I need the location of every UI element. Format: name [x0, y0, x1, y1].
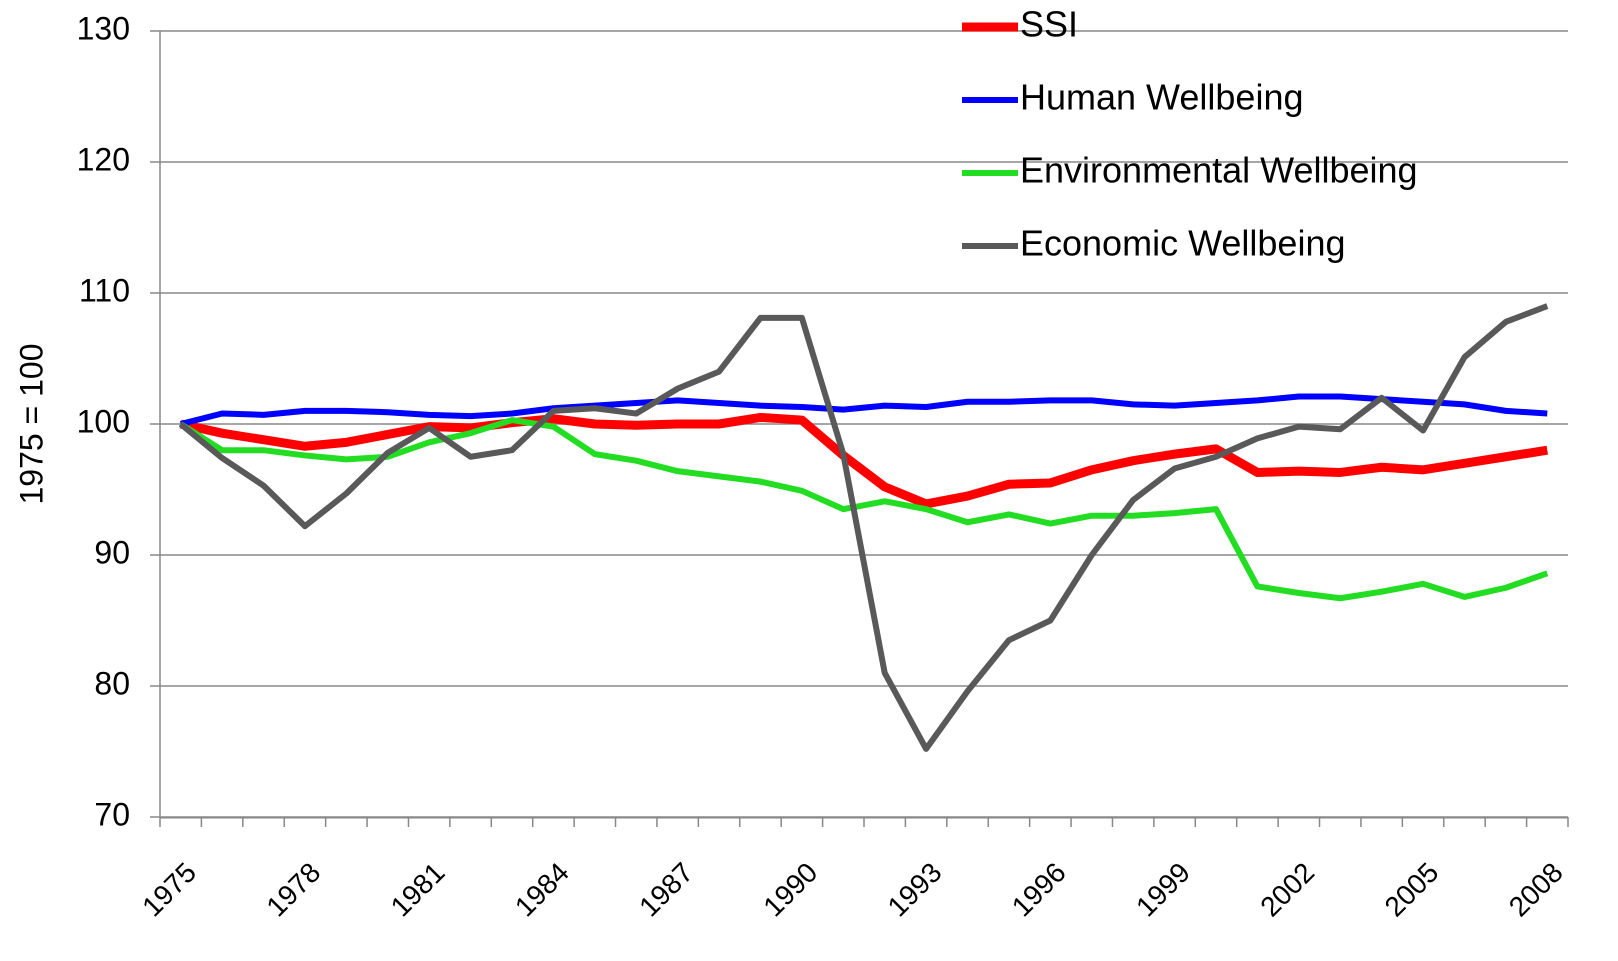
legend-label: SSI: [1020, 4, 1078, 45]
y-axis-label: 1975 = 100: [13, 343, 49, 504]
x-tick-label: 1993: [882, 857, 948, 923]
x-tick-label: 1981: [385, 857, 451, 923]
y-tick-label: 80: [94, 665, 130, 701]
x-axis-cover: [160, 817, 1568, 819]
y-tick-label: 120: [77, 141, 130, 177]
x-tick-label: 1984: [509, 857, 575, 923]
series-line: [179, 417, 1549, 602]
x-tick-label: 1987: [633, 857, 699, 923]
y-tick-label: 90: [94, 534, 130, 570]
y-tick-label: 70: [94, 796, 130, 832]
series-line: [178, 303, 1549, 752]
x-tick-label: 2008: [1503, 857, 1569, 923]
legend-label: Human Wellbeing: [1020, 77, 1303, 118]
x-tick-label: 1975: [136, 857, 202, 923]
y-tick-label: 110: [79, 272, 130, 308]
x-tick-label: 2002: [1254, 857, 1320, 923]
series-line: [179, 412, 1548, 509]
x-tick-label: 2005: [1379, 857, 1445, 923]
x-tick-label: 1978: [260, 857, 326, 923]
series-line: [179, 393, 1548, 427]
x-tick-label: 1990: [757, 857, 823, 923]
x-tick-label: 1999: [1130, 857, 1196, 923]
y-tick-label: 130: [77, 10, 130, 46]
x-tick-label: 1996: [1006, 857, 1072, 923]
y-tick-label: 100: [77, 403, 130, 439]
legend-label: Economic Wellbeing: [1020, 223, 1346, 264]
legend-label: Environmental Wellbeing: [1020, 150, 1418, 191]
